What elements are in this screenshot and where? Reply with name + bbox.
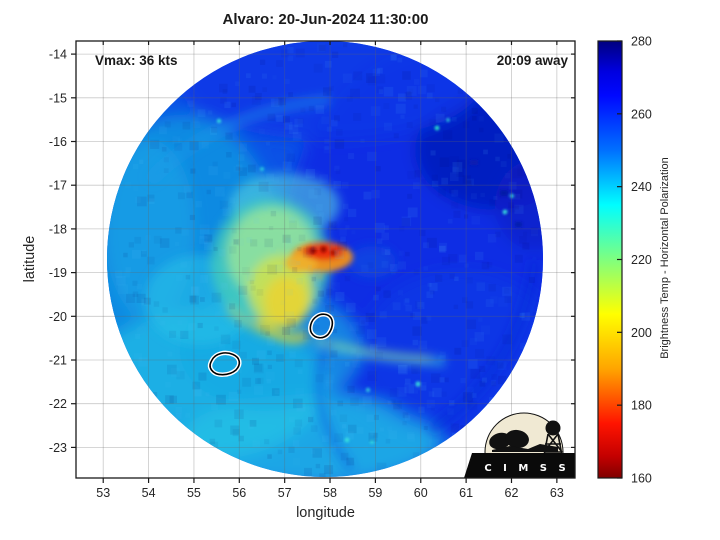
logo-text: C I M S S: [484, 463, 569, 474]
x-tick-label: 61: [459, 486, 473, 500]
y-tick-label: -16: [49, 135, 67, 149]
colorbar-ticks: 280 260 240 220 200 180 160: [617, 35, 652, 486]
colorbar-tick-label: 260: [631, 107, 652, 121]
x-tick-label: 55: [187, 486, 201, 500]
core-cold-pixels: [310, 246, 337, 256]
y-tick-label: -23: [49, 441, 67, 455]
axis-tick-marks: [71, 41, 575, 483]
y-tick-label: -19: [49, 266, 67, 280]
island-contours: [207, 312, 335, 377]
x-tick-label: 56: [232, 486, 246, 500]
island-contour-line: [209, 352, 241, 376]
central-dense-overcast: [211, 199, 331, 344]
colorbar-tick-label: 220: [631, 253, 652, 267]
colorbar-tick-label: 280: [631, 35, 652, 49]
x-tick-label: 59: [368, 486, 382, 500]
y-tick-label: -15: [49, 91, 67, 105]
y-tick-label: -20: [49, 310, 67, 324]
satellite-dish-icons: [489, 429, 558, 452]
x-tick-label: 58: [323, 486, 337, 500]
colorbar-tick-label: 240: [631, 180, 652, 194]
y-tick-label: -14: [49, 48, 67, 62]
grid-lines: [76, 41, 575, 478]
plot-title: Alvaro: 20-Jun-2024 11:30:00: [222, 11, 429, 28]
vmax-annotation: Vmax: 36 kts: [95, 53, 178, 68]
x-tick-label: 63: [550, 486, 564, 500]
scattered-speckles: [216, 118, 522, 444]
axis-tick-labels: 53 54 55 56 57 58 59 60 61 62 63 -14 -15 -16 -17 -18 -19…: [49, 48, 564, 500]
y-tick-label: -17: [49, 179, 67, 193]
x-tick-label: 54: [142, 486, 156, 500]
logo-banner: [464, 453, 575, 478]
colorbar-label: Brightness Temp - Horizontal Polarizatio…: [659, 157, 671, 359]
colorbar-tick-label: 160: [631, 472, 652, 486]
x-tick-label: 60: [414, 486, 428, 500]
time-offset-annotation: 20:09 away: [496, 53, 568, 68]
y-tick-label: -21: [49, 354, 67, 368]
colorbar-tick-label: 180: [631, 399, 652, 413]
x-tick-label: 57: [278, 486, 292, 500]
island-contour-line: [309, 313, 334, 339]
x-tick-label: 62: [505, 486, 519, 500]
y-tick-label: -22: [49, 397, 67, 411]
y-axis-label: latitude: [22, 235, 38, 283]
x-axis-label: longitude: [296, 505, 355, 521]
colorbar-tick-label: 200: [631, 326, 652, 340]
x-tick-label: 53: [96, 486, 110, 500]
axes-box: [75, 40, 576, 479]
y-tick-label: -18: [49, 222, 67, 236]
cimss-logo: C I M S S: [464, 412, 575, 478]
